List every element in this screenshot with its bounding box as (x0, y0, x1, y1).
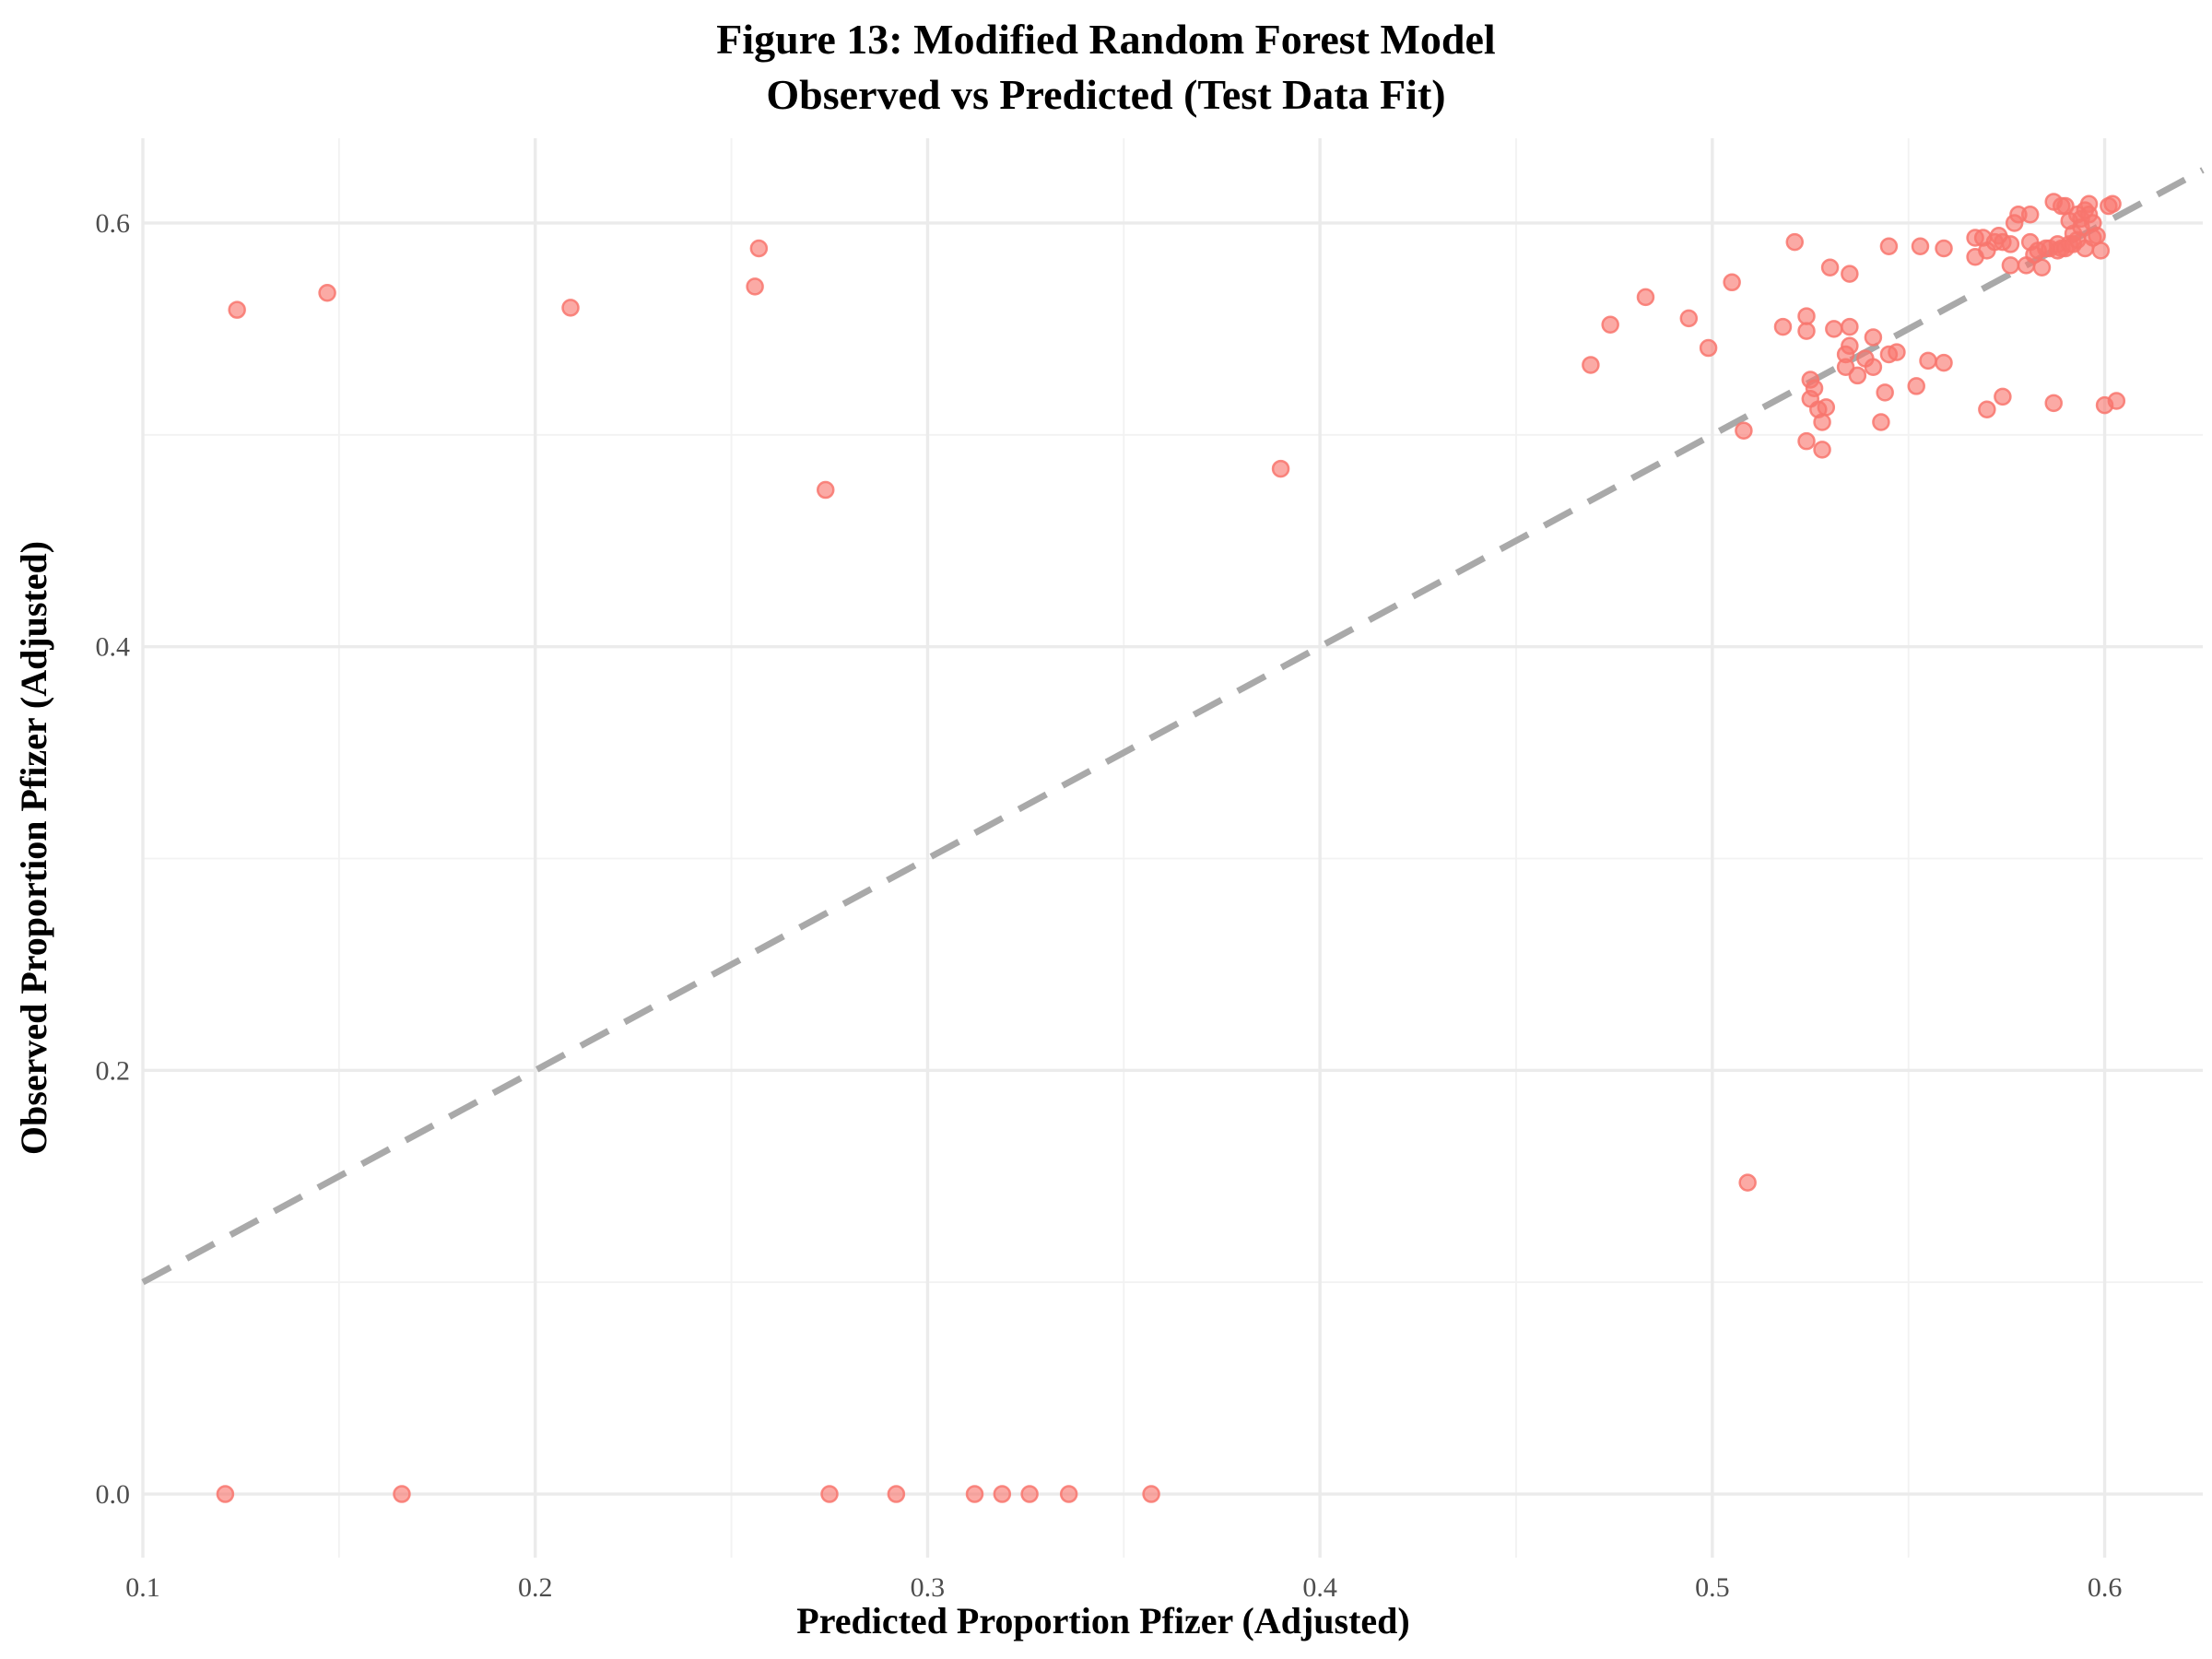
data-point (1601, 315, 1619, 335)
y-tick-label: 0.4 (96, 632, 131, 663)
data-point (1872, 413, 1890, 431)
data-point (1785, 232, 1805, 252)
data-point (216, 1485, 235, 1503)
data-point (1020, 1485, 1039, 1503)
data-points (216, 193, 2126, 1503)
data-point (1888, 343, 1906, 361)
data-point (746, 277, 764, 296)
data-point (1813, 441, 1831, 459)
y-axis-tick-labels: 0.0 0.2 0.4 0.6 (96, 208, 131, 1510)
data-point (1848, 366, 1867, 385)
data-point (1919, 351, 1937, 371)
data-point (1825, 320, 1843, 338)
data-point (1879, 237, 1899, 255)
data-point (1841, 317, 1859, 336)
data-point (820, 1485, 839, 1503)
data-point (1699, 338, 1718, 358)
data-point (2001, 256, 2020, 275)
data-point (887, 1485, 906, 1503)
data-point (2107, 392, 2126, 410)
data-point (1797, 431, 1816, 451)
data-point (749, 239, 769, 258)
x-tick-label: 0.3 (911, 1572, 946, 1603)
data-point (1059, 1485, 1078, 1503)
data-point (1723, 273, 1741, 292)
data-point (1836, 358, 1855, 376)
y-tick-label: 0.6 (96, 208, 131, 239)
data-point (1773, 317, 1793, 336)
chart-title-line-1: Figure 13: Modified Random Forest Model (716, 16, 1495, 63)
data-point (816, 480, 835, 500)
x-tick-label: 0.6 (2088, 1572, 2123, 1603)
data-point (1735, 421, 1753, 440)
y-tick-label: 0.2 (96, 1055, 131, 1086)
x-tick-label: 0.2 (518, 1572, 553, 1603)
data-point (1142, 1485, 1160, 1503)
data-point (1911, 237, 1930, 255)
data-point (1935, 239, 1953, 258)
data-point (1679, 309, 1699, 328)
x-tick-label: 0.1 (125, 1572, 160, 1603)
data-point (1864, 358, 1883, 376)
y-tick-label: 0.0 (96, 1479, 131, 1510)
data-point (2091, 241, 2111, 260)
x-tick-label: 0.5 (1695, 1572, 1730, 1603)
x-tick-label: 0.4 (1302, 1572, 1337, 1603)
gridlines (141, 138, 2203, 1558)
data-point (1864, 328, 1883, 347)
data-point (1797, 322, 1816, 340)
data-point (1820, 258, 1840, 276)
data-point (561, 299, 580, 317)
data-point (1841, 265, 1859, 283)
x-axis-tick-labels: 0.1 0.2 0.3 0.4 0.5 0.6 (125, 1572, 2122, 1603)
data-point (1876, 383, 1894, 402)
data-point (1994, 387, 2012, 406)
data-point (393, 1485, 411, 1503)
data-point (1805, 379, 1824, 397)
data-point (965, 1485, 984, 1503)
data-point (1907, 377, 1925, 395)
data-point (228, 300, 246, 319)
data-point (1582, 356, 1600, 374)
y-axis-title: Observed Proportion Pfizer (Adjusted) (13, 541, 54, 1155)
chart-title-line-2: Observed vs Predicted (Test Data Fit) (766, 71, 1445, 118)
data-point (1841, 336, 1859, 356)
data-point (2020, 205, 2040, 224)
data-point (1797, 307, 1816, 325)
reference-line-y-equals-x (141, 167, 2205, 1286)
data-point (1271, 459, 1290, 478)
data-point (2032, 258, 2052, 276)
data-point (1813, 413, 1831, 431)
data-point (1978, 400, 1996, 418)
data-point (2088, 226, 2106, 245)
data-point (993, 1485, 1012, 1503)
x-axis-title: Predicted Proportion Pfizer (Adjusted) (796, 1600, 1409, 1641)
data-point (2044, 394, 2063, 413)
data-point (1935, 353, 1953, 372)
data-point (2103, 194, 2122, 214)
data-point (1738, 1173, 1757, 1192)
data-point (1636, 288, 1655, 307)
data-point (2001, 235, 2020, 253)
data-point (318, 284, 336, 302)
data-point (1817, 398, 1836, 417)
